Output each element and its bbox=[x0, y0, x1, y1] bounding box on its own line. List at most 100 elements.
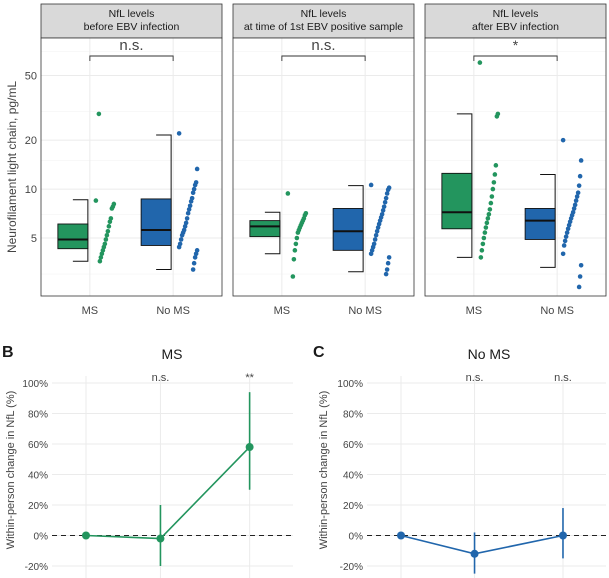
data-point bbox=[291, 256, 297, 262]
data-point bbox=[479, 248, 485, 253]
panel-a-y-axis-label: Neurofilament light chain, pg/mL bbox=[5, 81, 19, 253]
significance-bracket bbox=[281, 55, 366, 61]
data-point bbox=[478, 255, 484, 260]
y-tick-label: 0% bbox=[349, 532, 364, 543]
data-point bbox=[182, 224, 188, 229]
data-point bbox=[293, 241, 299, 247]
data-point bbox=[105, 229, 111, 234]
facet-border bbox=[424, 37, 607, 297]
box-iqr bbox=[57, 223, 89, 250]
data-point bbox=[576, 284, 582, 290]
data-point bbox=[104, 232, 110, 238]
data-point bbox=[372, 237, 378, 242]
box-iqr bbox=[332, 208, 364, 251]
data-point bbox=[480, 241, 486, 247]
data-point bbox=[492, 172, 498, 177]
data-point bbox=[191, 186, 197, 192]
data-point bbox=[292, 248, 298, 253]
facet-strip bbox=[424, 3, 607, 39]
data-point bbox=[192, 182, 198, 188]
box-iqr bbox=[441, 172, 473, 230]
data-point bbox=[574, 194, 580, 199]
facet-strip-line2: at time of 1st EBV positive sample bbox=[244, 21, 403, 33]
data-point bbox=[560, 251, 566, 257]
data-point bbox=[560, 137, 566, 143]
data-point bbox=[572, 202, 578, 208]
data-point bbox=[563, 234, 569, 239]
panel-b-ms-change: MS Within-person change in NfL (%) -20% 0% 2… bbox=[5, 346, 293, 578]
data-point bbox=[484, 220, 490, 226]
data-point bbox=[97, 258, 103, 264]
facet-strip-line1: NfL levels bbox=[493, 8, 539, 20]
y-tick-label: 0% bbox=[34, 532, 49, 543]
x-tick-label: No MS bbox=[540, 305, 574, 317]
data-point bbox=[176, 131, 182, 136]
data-point bbox=[491, 180, 497, 185]
data-point bbox=[190, 190, 196, 196]
data-point bbox=[575, 190, 581, 196]
data-point bbox=[187, 203, 193, 209]
facet-border bbox=[232, 37, 415, 297]
data-point bbox=[103, 237, 109, 242]
facet-strip bbox=[232, 3, 415, 39]
data-point bbox=[380, 208, 386, 213]
data-point bbox=[493, 163, 499, 168]
data-point bbox=[188, 199, 194, 204]
data-point bbox=[93, 198, 99, 203]
y-tick-label: 60% bbox=[28, 440, 48, 451]
data-point bbox=[375, 225, 381, 230]
data-point bbox=[561, 243, 567, 248]
data-point bbox=[577, 173, 583, 179]
y-tick-label: 100% bbox=[337, 379, 363, 390]
data-point bbox=[566, 222, 572, 228]
significance-label: n.s. bbox=[311, 37, 335, 54]
significance-bracket bbox=[89, 55, 174, 61]
data-point bbox=[486, 211, 492, 217]
data-point bbox=[487, 207, 493, 212]
data-point bbox=[384, 191, 390, 196]
data-point bbox=[481, 235, 487, 241]
facet-panel bbox=[425, 38, 606, 296]
panel-b-letter: B bbox=[2, 344, 14, 361]
facet-strip-line2: before EBV infection bbox=[84, 21, 180, 33]
data-point bbox=[186, 207, 192, 212]
data-point bbox=[573, 198, 579, 203]
data-point bbox=[376, 221, 382, 227]
data-point bbox=[82, 531, 90, 540]
y-tick-label: 80% bbox=[343, 410, 363, 421]
data-point bbox=[381, 204, 387, 209]
x-tick-label: MS bbox=[274, 305, 291, 317]
y-tick-label: 40% bbox=[28, 471, 48, 482]
series-line bbox=[400, 534, 564, 555]
series-line bbox=[85, 446, 251, 540]
data-point bbox=[382, 199, 388, 205]
facet-panel bbox=[41, 38, 222, 296]
data-point bbox=[190, 267, 196, 272]
data-point bbox=[96, 111, 102, 117]
facet-strip bbox=[40, 3, 223, 39]
y-tick-label: 5 bbox=[31, 233, 37, 245]
significance-label: n.s. bbox=[466, 372, 484, 384]
data-point bbox=[368, 251, 374, 257]
data-point bbox=[99, 251, 105, 257]
x-tick-label: No MS bbox=[156, 305, 190, 317]
data-point bbox=[109, 206, 115, 211]
data-point bbox=[383, 271, 389, 277]
facet-border bbox=[40, 37, 223, 297]
data-point bbox=[106, 224, 112, 229]
data-point bbox=[488, 200, 494, 206]
facet-strip-line1: NfL levels bbox=[301, 8, 347, 20]
significance-label: n.s. bbox=[119, 37, 143, 54]
data-point bbox=[564, 230, 570, 235]
data-point bbox=[185, 210, 191, 216]
data-point bbox=[576, 183, 582, 188]
y-tick-label: 60% bbox=[343, 440, 363, 451]
data-point bbox=[176, 244, 182, 250]
data-point bbox=[368, 182, 374, 188]
panel-c-letter: C bbox=[313, 344, 325, 361]
data-point bbox=[98, 255, 104, 260]
data-point bbox=[107, 219, 113, 225]
significance-bracket bbox=[473, 55, 558, 61]
y-tick-label: 80% bbox=[28, 410, 48, 421]
data-point bbox=[489, 194, 495, 199]
